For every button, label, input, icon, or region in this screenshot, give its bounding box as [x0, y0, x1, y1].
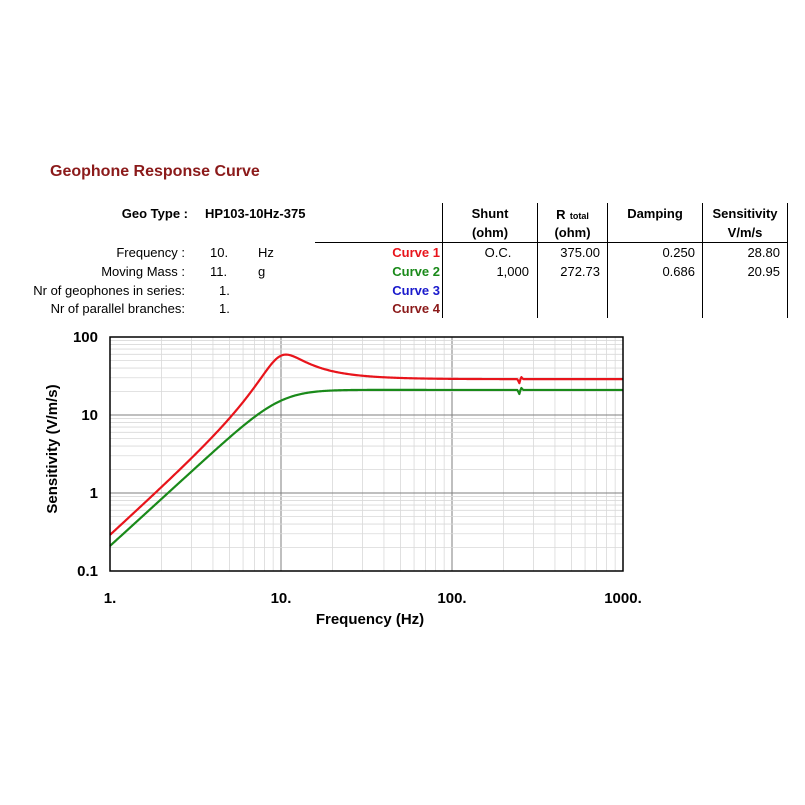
table-divider: [537, 203, 538, 318]
header-sensitivity-unit: V/m/s: [727, 225, 763, 240]
header-sensitivity: Sensitivity: [712, 206, 778, 221]
plot-frame: [109, 336, 624, 572]
y-tick-labels: 0.1 1 10 100: [73, 329, 98, 580]
y-axis-label: Sensitivity (V/m/s): [44, 384, 61, 513]
curve-1-sensitivity: 28.80: [747, 245, 780, 260]
page-title: Geophone Response Curve: [50, 163, 260, 180]
param-unit-frequency: Hz: [258, 245, 274, 260]
x-tick-label: 100.: [437, 590, 466, 607]
curve-1-line: [109, 353, 624, 536]
param-label-parallel: Nr of parallel branches:: [50, 301, 185, 316]
header-rtotal-unit: (ohm): [554, 225, 591, 240]
chart-grid: [109, 336, 624, 572]
curve-1-label: Curve 1: [392, 245, 440, 260]
curve-2-label: Curve 2: [392, 264, 440, 279]
param-label-moving-mass: Moving Mass :: [101, 264, 185, 279]
table-divider: [787, 203, 788, 318]
header-rtotal: R total: [538, 206, 607, 224]
param-unit-moving-mass: g: [258, 264, 266, 279]
param-value-series: 1.: [219, 283, 230, 298]
x-axis-label: Frequency (Hz): [316, 611, 424, 628]
curve-2-rtotal: 272.73: [560, 264, 600, 279]
x-tick-label: 1000.: [604, 590, 642, 607]
y-tick-label: 10: [81, 407, 98, 424]
curve-1-damping: 0.250: [662, 245, 695, 260]
y-tick-label: 100: [73, 329, 98, 346]
table-divider: [702, 203, 703, 318]
x-tick-label: 10.: [271, 590, 292, 607]
header-rtotal-main: R: [556, 207, 566, 222]
geo-type-value: HP103-10Hz-375: [205, 206, 306, 221]
curve-2-sensitivity: 20.95: [747, 264, 780, 279]
x-tick-labels: 1. 10. 100. 1000.: [104, 590, 642, 607]
param-label-frequency: Frequency :: [116, 245, 185, 260]
header-shunt-unit: (ohm): [471, 225, 509, 240]
param-label-series: Nr of geophones in series:: [33, 283, 185, 298]
geo-type-label: Geo Type :: [121, 206, 188, 221]
curve-1-shunt: O.C.: [484, 245, 512, 260]
table-divider: [442, 203, 443, 318]
y-tick-label: 0.1: [77, 563, 98, 580]
chart-curves: [109, 353, 624, 547]
curve-2-damping: 0.686: [662, 264, 695, 279]
param-value-moving-mass: 11.: [210, 264, 228, 279]
table-header-rule: [315, 242, 787, 243]
param-value-frequency: 10.: [210, 245, 229, 260]
y-tick-label: 1: [90, 485, 98, 502]
curve-2-shunt: 1,000: [496, 264, 529, 279]
curve-2-line: [109, 386, 624, 547]
table-divider: [607, 203, 608, 318]
param-value-parallel: 1.: [219, 301, 230, 316]
curve-3-label: Curve 3: [392, 283, 440, 298]
header-damping: Damping: [627, 206, 683, 221]
header-shunt: Shunt: [471, 206, 509, 221]
x-tick-label: 1.: [104, 590, 117, 607]
header-rtotal-sub: total: [569, 211, 589, 221]
curve-4-label: Curve 4: [392, 301, 440, 316]
curve-1-rtotal: 375.00: [560, 245, 600, 260]
